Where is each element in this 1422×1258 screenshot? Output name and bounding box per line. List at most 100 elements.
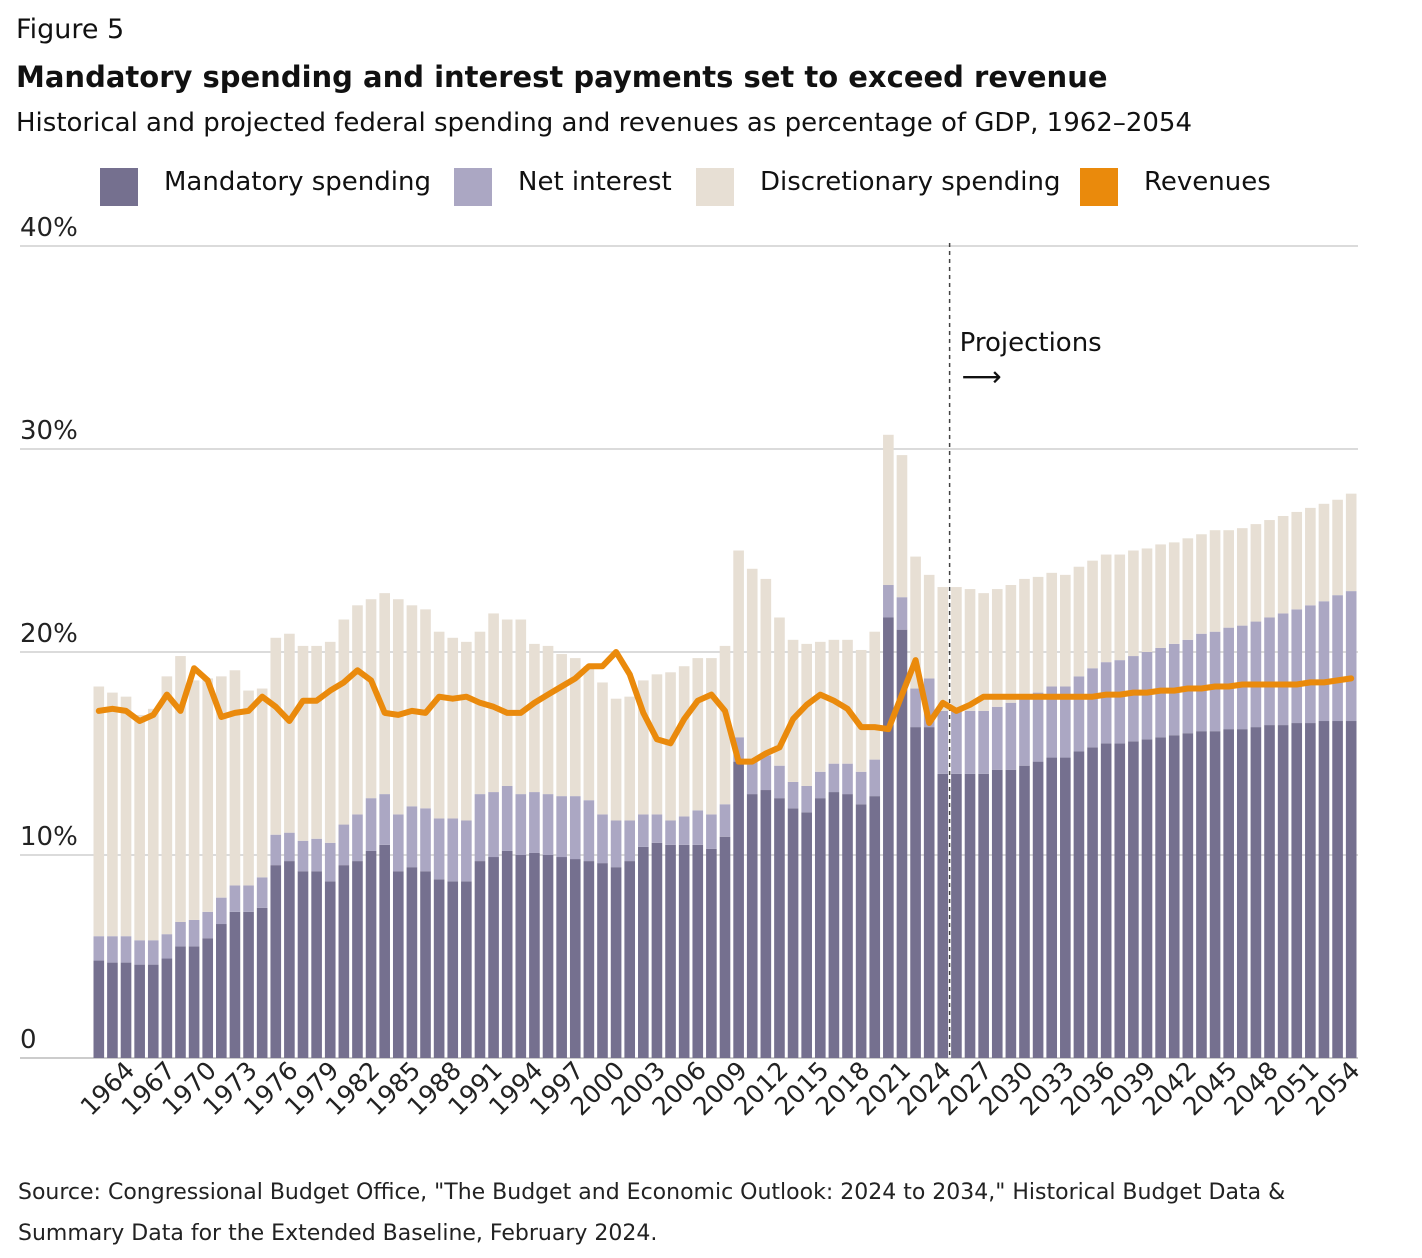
bar-mandatory-spending: [706, 848, 717, 1058]
bar-discretionary-spending: [1223, 530, 1234, 628]
bar-discretionary-spending: [774, 617, 785, 766]
bar-mandatory-spending: [978, 773, 989, 1058]
bar-discretionary-spending: [120, 696, 132, 937]
bar-mandatory-spending: [188, 946, 200, 1058]
bar-discretionary-spending: [1332, 499, 1343, 596]
legend-label-mandatory: Mandatory spending: [164, 167, 431, 197]
bar-mandatory-spending: [869, 796, 881, 1058]
bar-net-interest: [392, 814, 404, 872]
bar-mandatory-spending: [447, 881, 459, 1058]
bar-mandatory-spending: [1100, 743, 1112, 1058]
bar-mandatory-spending: [1196, 731, 1207, 1058]
bar-discretionary-spending: [624, 696, 636, 821]
bar-net-interest: [706, 814, 717, 849]
bar-mandatory-spending: [324, 881, 336, 1058]
bar-net-interest: [951, 710, 962, 774]
bar-mandatory-spending: [746, 794, 758, 1058]
bar-net-interest: [338, 824, 350, 866]
bar-discretionary-spending: [1155, 544, 1166, 648]
bar-net-interest: [1264, 617, 1275, 726]
bar-mandatory-spending: [1236, 729, 1248, 1058]
bar-net-interest: [1277, 613, 1289, 726]
bar-mandatory-spending: [787, 808, 799, 1058]
y-tick-label: 40%: [20, 213, 78, 243]
bar-mandatory-spending: [1182, 733, 1194, 1058]
bar-net-interest: [964, 710, 976, 774]
bar-mandatory-spending: [597, 863, 608, 1058]
y-tick-label: 20%: [20, 619, 78, 649]
chart-subtitle: Historical and projected federal spendin…: [16, 108, 1192, 138]
bar-net-interest: [569, 796, 581, 860]
bar-net-interest: [1196, 633, 1207, 732]
bars-group: [93, 434, 1357, 1058]
bar-mandatory-spending: [828, 792, 840, 1058]
bar-net-interest: [746, 761, 758, 795]
bar-net-interest: [406, 806, 418, 868]
bar-net-interest: [270, 834, 282, 866]
bar-net-interest: [937, 710, 949, 774]
bar-mandatory-spending: [284, 861, 295, 1058]
bar-discretionary-spending: [991, 589, 1003, 707]
bar-net-interest: [1087, 668, 1098, 748]
bar-mandatory-spending: [134, 964, 145, 1058]
bar-net-interest: [1209, 631, 1221, 732]
bar-discretionary-spending: [270, 637, 282, 835]
bar-net-interest: [923, 678, 935, 728]
bar-net-interest: [256, 877, 268, 908]
bar-net-interest: [324, 842, 336, 882]
bar-discretionary-spending: [883, 434, 894, 586]
bar-mandatory-spending: [1168, 735, 1180, 1058]
bar-net-interest: [869, 759, 881, 797]
bar-net-interest: [896, 597, 908, 630]
bar-discretionary-spending: [1032, 576, 1044, 693]
x-axis-labels: 1964196719701973197619791982198519881991…: [75, 1056, 1366, 1121]
chart-area: 0 10% 20% 30% 40% Projections⟶ 196419671970197…: [20, 213, 1366, 1121]
bar-discretionary-spending: [1250, 524, 1262, 622]
bar-net-interest: [297, 840, 309, 872]
bar-net-interest: [1250, 621, 1262, 728]
bar-discretionary-spending: [855, 649, 867, 772]
bar-net-interest: [910, 688, 921, 728]
bar-mandatory-spending: [1305, 723, 1316, 1058]
bar-net-interest: [678, 816, 690, 845]
bar-net-interest: [978, 710, 989, 774]
bar-discretionary-spending: [202, 678, 214, 912]
bar-mandatory-spending: [964, 773, 976, 1058]
bar-mandatory-spending: [678, 844, 690, 1058]
bar-discretionary-spending: [338, 619, 350, 825]
revenue-line: [95, 649, 1355, 765]
bar-discretionary-spending: [1345, 493, 1357, 592]
bar-net-interest: [161, 934, 173, 959]
bar-mandatory-spending: [365, 850, 377, 1058]
bar-discretionary-spending: [1114, 554, 1126, 661]
bar-mandatory-spending: [542, 855, 554, 1058]
bar-discretionary-spending: [569, 658, 581, 797]
bar-discretionary-spending: [746, 568, 758, 762]
bar-discretionary-spending: [583, 666, 595, 801]
bar-mandatory-spending: [1291, 723, 1303, 1058]
bar-mandatory-spending: [774, 798, 785, 1058]
bar-mandatory-spending: [1155, 737, 1166, 1058]
bar-discretionary-spending: [488, 613, 499, 793]
bar-discretionary-spending: [556, 654, 567, 797]
bar-discretionary-spending: [1046, 572, 1058, 687]
bar-discretionary-spending: [651, 674, 663, 815]
bar-mandatory-spending: [692, 844, 704, 1058]
bar-mandatory-spending: [379, 844, 390, 1058]
bar-discretionary-spending: [951, 587, 962, 711]
bar-net-interest: [1073, 676, 1085, 752]
bar-net-interest: [556, 796, 567, 858]
bar-net-interest: [107, 936, 118, 963]
bar-net-interest: [651, 814, 663, 843]
bar-net-interest: [433, 818, 445, 880]
bar-net-interest: [1318, 601, 1330, 722]
bar-mandatory-spending: [1073, 751, 1085, 1058]
bar-mandatory-spending: [515, 855, 527, 1058]
bar-discretionary-spending: [107, 692, 118, 937]
bar-discretionary-spending: [1291, 511, 1303, 610]
bar-net-interest: [1332, 595, 1343, 722]
bar-discretionary-spending: [1318, 503, 1330, 602]
bar-discretionary-spending: [1264, 520, 1275, 618]
bar-mandatory-spending: [638, 846, 649, 1058]
legend-swatch-discretionary: [696, 168, 734, 206]
